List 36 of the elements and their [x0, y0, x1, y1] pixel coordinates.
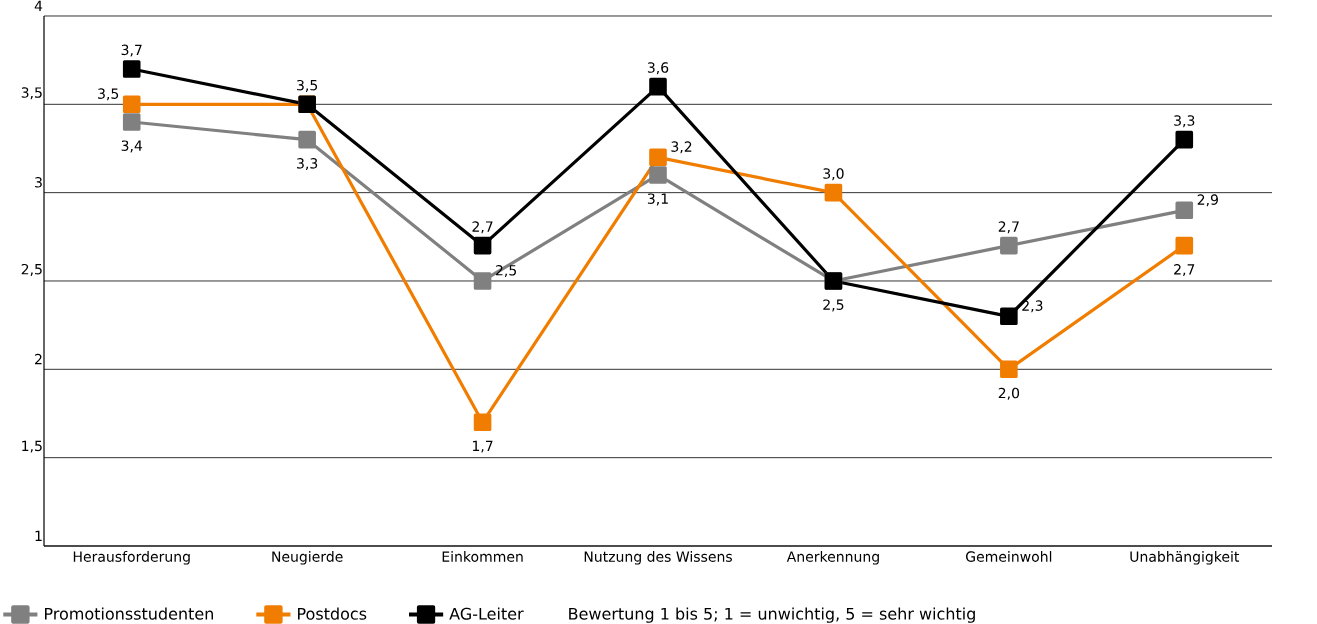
data-label: 2,0 [998, 387, 1020, 400]
x-tick-label: Anerkennung [786, 551, 879, 565]
data-label: 3,3 [297, 158, 318, 171]
y-tick-label: 1,5 [22, 440, 42, 453]
legend-label: AG-Leiter [449, 607, 524, 620]
y-tick-label: 3,5 [21, 87, 42, 100]
data-label: 2,5 [496, 264, 517, 277]
data-label: 3,6 [647, 62, 669, 75]
legend-label: Postdocs [298, 607, 367, 620]
data-label: 2,7 [998, 221, 1019, 234]
x-tick-label: Nutzung des Wissens [584, 551, 732, 565]
data-label: 2,9 [1197, 194, 1218, 207]
x-tick-label: Gemeinwohl [966, 551, 1052, 562]
data-label: 3,5 [98, 88, 119, 101]
data-label: 3,2 [671, 141, 692, 154]
data-label: 2,5 [823, 299, 844, 312]
data-label: 3,4 [121, 140, 143, 153]
data-label: 2,7 [1174, 264, 1195, 277]
legend-label: Promotionsstudenten [45, 607, 213, 620]
y-tick-label: 2 [35, 353, 42, 365]
x-tick-label: Herausforderung [73, 551, 190, 565]
y-tick-label: 1 [35, 530, 42, 541]
text: Bewertung 1 bis 5; 1 = unwichtig, 5 = sehr wichtig [569, 607, 975, 623]
x-tick-label: Unabhängigkeit [1130, 551, 1240, 565]
data-label: 1,7 [472, 440, 493, 453]
data-label: 3,3 [1174, 115, 1195, 128]
data-label: 3,0 [823, 168, 844, 181]
x-tick-label: Einkommen [442, 551, 523, 562]
data-label: 3,1 [647, 193, 668, 206]
y-tick-label: 2,5 [21, 263, 42, 276]
data-label: 2,7 [472, 221, 493, 234]
x-tick-label: Neugierde [272, 551, 343, 565]
y-tick-label: 3 [35, 177, 42, 188]
y-tick-label: 4 [34, 0, 43, 11]
data-label: 3,7 [121, 44, 142, 57]
data-label: 3,5 [297, 79, 318, 92]
